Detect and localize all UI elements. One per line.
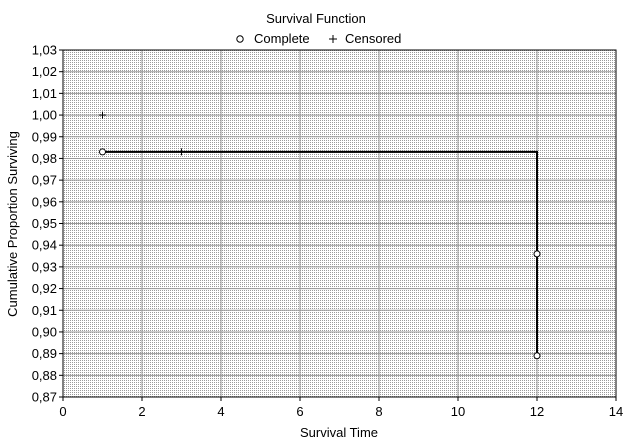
complete-point [533, 250, 541, 258]
x-tick-label: 4 [217, 404, 224, 419]
y-tick-label: 0,99 [32, 129, 57, 144]
x-tick-label: 10 [451, 404, 465, 419]
series-layer [99, 111, 541, 360]
legend: Complete Censored [236, 31, 401, 46]
x-axis-ticks: 0 2 4 6 8 10 12 14 [59, 397, 623, 419]
x-tick-label: 12 [530, 404, 544, 419]
y-tick-label: 0,91 [32, 303, 57, 318]
y-tick-label: 0,90 [32, 324, 57, 339]
y-tick-label: 1,00 [32, 108, 57, 123]
y-axis-ticks: 0,87 0,88 0,89 0,90 0,91 0,92 0,93 0,94 0,95 0,96… [32, 43, 63, 405]
y-tick-label: 0,93 [32, 259, 57, 274]
censored-point [99, 111, 106, 119]
major-grid-lines [63, 50, 616, 397]
y-tick-label: 0,96 [32, 194, 57, 209]
y-tick-label: 0,95 [32, 216, 57, 231]
chart-title: Survival Function [266, 11, 366, 26]
survival-step-line [102, 150, 538, 356]
x-tick-label: 2 [138, 404, 145, 419]
censored-point [178, 148, 185, 156]
y-axis-label: Cumulative Proportion Surviving [5, 131, 20, 317]
legend-complete-label: Complete [254, 31, 310, 46]
y-tick-label: 0,92 [32, 281, 57, 296]
legend-censored-label: Censored [345, 31, 401, 46]
x-tick-label: 14 [609, 404, 623, 419]
y-tick-label: 0,88 [32, 368, 57, 383]
y-tick-label: 1,02 [32, 64, 57, 79]
x-tick-label: 8 [375, 404, 382, 419]
x-tick-label: 0 [59, 404, 66, 419]
y-tick-label: 1,01 [32, 86, 57, 101]
y-tick-label: 0,97 [32, 173, 57, 188]
legend-complete-marker [236, 35, 244, 43]
y-tick-label: 0,98 [32, 151, 57, 166]
y-tick-label: 1,03 [32, 43, 57, 58]
complete-point [533, 352, 541, 360]
y-tick-label: 0,89 [32, 346, 57, 361]
legend-censored-marker [329, 35, 337, 43]
x-axis-label: Survival Time [300, 425, 378, 440]
y-tick-label: 0,94 [32, 238, 57, 253]
complete-point [99, 148, 106, 156]
y-tick-label: 0,87 [32, 390, 57, 405]
x-tick-label: 6 [296, 404, 303, 419]
